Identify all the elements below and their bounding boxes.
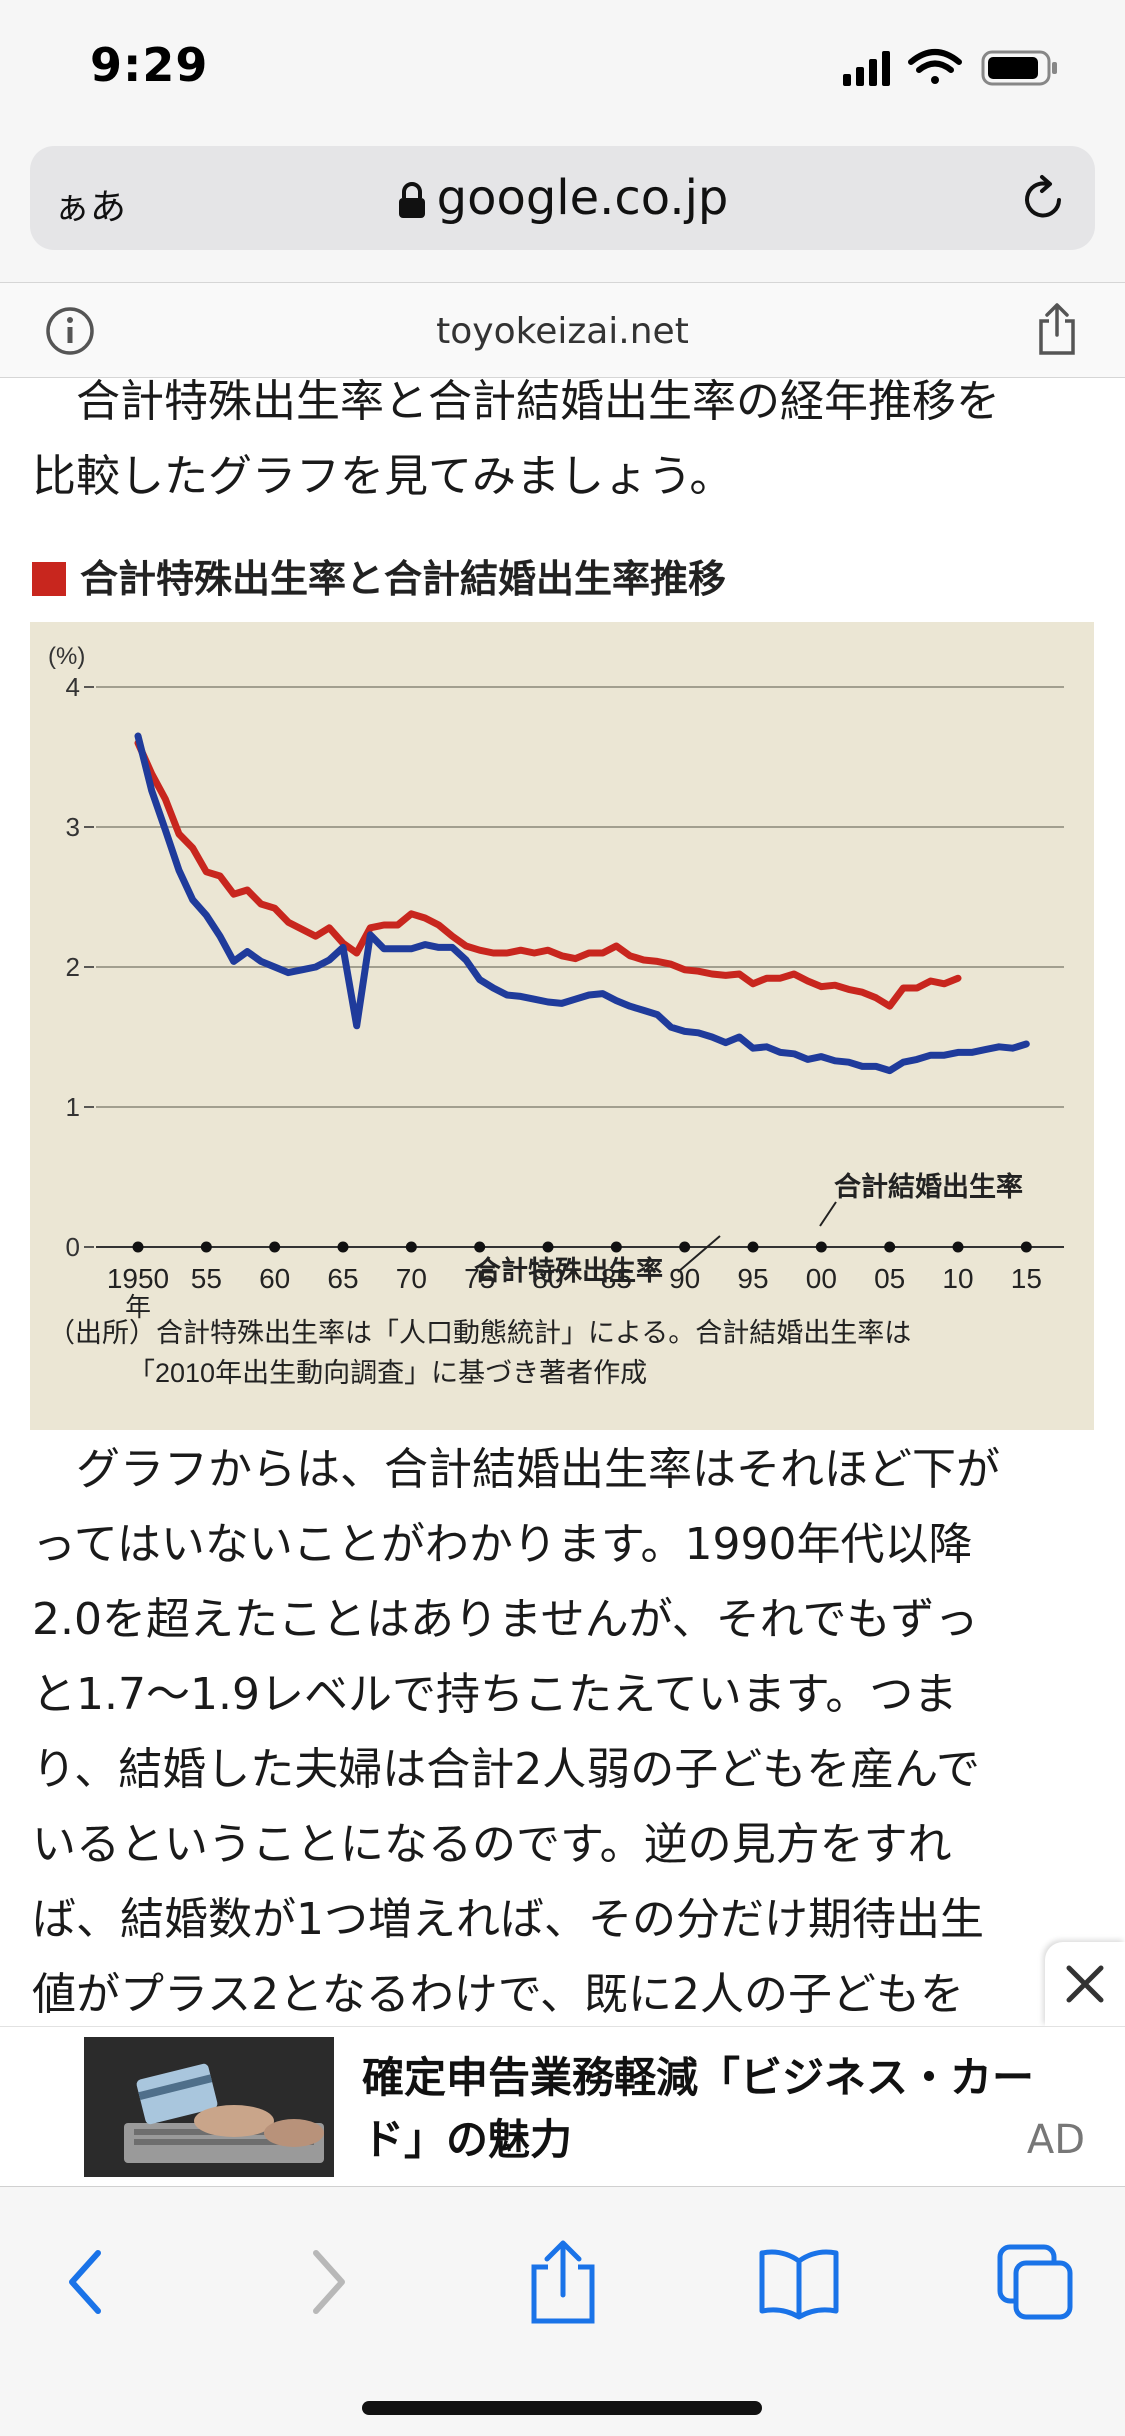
x-tick-label: 95 [737,1263,768,1294]
ad-banner[interactable]: 確定申告業務軽減「ビジネス・カード」の魅力 AD [0,2026,1125,2186]
x-tick-label: 10 [942,1263,973,1294]
wifi-icon [908,49,962,84]
x-unit-label: 年 [125,1292,151,1322]
x-tick-dot [952,1241,964,1253]
lock-icon [398,182,425,218]
text-line: グラフからは、合計結婚出生率はそれほど下が [32,1444,1000,1495]
text-line: 比較したグラフを見てみましょう。 [32,451,734,502]
laptop-card-illustration [84,2037,334,2177]
y-tick-label: 2 [66,952,80,982]
status-time: 9:29 [90,38,209,92]
x-tick-label: 65 [327,1263,358,1294]
x-tick-dot [200,1241,212,1253]
series-line [134,732,1030,1075]
y-unit-label: (%) [48,643,85,670]
share-icon[interactable] [1033,301,1081,357]
x-tick-dot [884,1241,896,1253]
x-tick-label: 90 [669,1263,700,1294]
reader-view-button[interactable]: ぁあ [54,187,127,228]
x-tick-label: 75 [464,1263,495,1294]
home-indicator [362,2401,762,2415]
series-label-marital-fertility: 合計結婚出生率 [834,1171,1023,1202]
ad-thumbnail-image[interactable] [84,2037,334,2177]
status-icons [843,46,1083,90]
chart-heading: 合計特殊出生率と合計結婚出生率推移 [32,548,726,603]
url-display[interactable]: google.co.jp [30,170,1095,226]
annotation-leader-line [819,1201,837,1227]
text-line: り、結婚した夫婦は合計2人弱の子どもを産んで [32,1744,981,1795]
cellular-signal-icon [843,51,890,86]
site-info-bar: toyokeizai.net [0,282,1125,378]
x-tick-label: 85 [601,1263,632,1294]
browser-toolbar [0,2186,1125,2436]
x-tick-dot [610,1241,622,1253]
address-bar-area: ぁあ google.co.jp [0,110,1125,282]
x-tick-label: 00 [806,1263,837,1294]
x-tick-label: 80 [532,1263,563,1294]
x-tick-dot [542,1241,554,1253]
source-note-line: 「2010年出生動向調査」に基づき著者作成 [128,1358,647,1388]
battery-icon [981,50,1057,86]
ad-label: AD [1026,2117,1085,2163]
address-bar[interactable]: ぁあ google.co.jp [30,146,1095,250]
y-tick-label: 3 [66,812,80,842]
x-tick-label: 05 [874,1263,905,1294]
text-line: 値がプラス2となるわけで、既に2人の子どもを [32,1969,965,2020]
x-tick-label: 60 [259,1263,290,1294]
x-tick-dot [132,1241,144,1253]
x-tick-dot [679,1241,691,1253]
reload-icon[interactable] [1017,172,1069,224]
x-tick-label: 15 [1011,1263,1042,1294]
birthrate-line-chart: (%) 0 1 2 3 4 1950 55 60 65 70 75 80 85 90 95 00 05 10 15… [48,643,1064,1388]
tabs-icon[interactable] [990,2237,1080,2327]
article-content: 合計特殊出生率と合計結婚出生率の経年推移を 比較したグラフを見てみましょう。 合… [0,378,1125,2028]
x-tick-dot [747,1241,759,1253]
x-tick-dot [269,1241,281,1253]
x-tick-label: 55 [191,1263,222,1294]
chart-heading-text: 合計特殊出生率と合計結婚出生率推移 [80,557,727,601]
text-line: 合計特殊出生率と合計結婚出生率の経年推移を [32,378,1000,427]
bookmarks-icon[interactable] [754,2237,844,2327]
x-tick-dot [474,1241,486,1253]
x-tick-dot [1020,1241,1032,1253]
series-label-total-fertility: 合計特殊出生率 [474,1255,663,1286]
source-note-line: （出所）合計特殊出生率は「人口動態統計」による。合計結婚出生率は [48,1318,911,1348]
text-line: いるということになるのです。逆の見方をすれ [32,1819,952,1870]
x-tick-label: 1950 [107,1263,169,1294]
y-tick-label: 0 [66,1232,80,1262]
annotation-leader-line [677,1235,721,1273]
red-square-bullet [32,562,66,596]
ad-headline[interactable]: 確定申告業務軽減「ビジネス・カード」の魅力 [362,2053,1035,2164]
x-tick-dot [337,1241,349,1253]
back-icon[interactable] [42,2237,132,2327]
url-text: google.co.jp [436,170,729,226]
y-tick-label: 1 [66,1092,80,1122]
share-icon[interactable] [518,2237,608,2327]
x-tick-dot [815,1241,827,1253]
body-paragraph: グラフからは、合計結婚出生率はそれほど下が ってはいないことがわかります。199… [32,1432,1092,2028]
text-line: 2.0を超えたことはありませんが、それでもずっ [32,1594,979,1645]
intro-paragraph: 合計特殊出生率と合計結婚出生率の経年推移を 比較したグラフを見てみましょう。 [32,378,1092,514]
text-line: ってはいないことがわかります。1990年代以降 [32,1519,973,1570]
chart-figure: (%) 0 1 2 3 4 1950 55 60 65 70 75 80 85 90 95 00 05 10 15… [30,622,1094,1430]
site-domain: toyokeizai.net [436,311,689,352]
forward-icon[interactable] [282,2237,372,2327]
text-line: と1.7～1.9レベルで持ちこたえています。つま [32,1669,958,1720]
ad-close-button[interactable] [1045,1942,1125,2026]
series-line [134,739,962,1010]
close-icon [1066,1965,1104,2003]
info-icon[interactable] [44,305,96,357]
text-line: ば、結婚数が1つ増えれば、その分だけ期待出生 [32,1894,984,1945]
x-tick-label: 70 [396,1263,427,1294]
y-tick-label: 4 [66,672,80,702]
x-tick-dot [405,1241,417,1253]
